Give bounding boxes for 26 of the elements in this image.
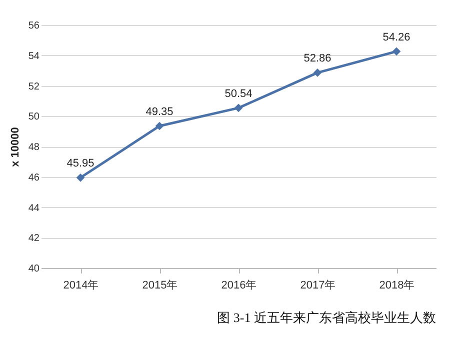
point [392, 47, 401, 56]
y-axis-title: x 10000 [9, 127, 22, 167]
x-tick-label: 2018年 [379, 280, 415, 292]
data-label: 52.86 [304, 52, 332, 65]
data-label: 45.95 [66, 158, 94, 170]
point [155, 122, 164, 130]
y-tick-label: 42 [28, 233, 40, 244]
x-tick-label: 2016年 [221, 280, 257, 292]
x-tick-label: 2017年 [300, 280, 336, 292]
y-tick-label: 44 [28, 202, 40, 214]
y-tick-label: 52 [28, 81, 40, 92]
data-label: 50.54 [224, 88, 252, 100]
y-tick-label: 48 [28, 142, 40, 153]
data-label: 54.26 [382, 31, 410, 44]
caption: 图 3-1 近五年来广东省高校毕业生人数 [217, 310, 436, 325]
y-tick-label: 40 [28, 264, 40, 274]
x-tick-label: 2014年 [63, 280, 99, 292]
x-tick-label: 2015年 [142, 280, 178, 292]
y-tick-label: 46 [28, 172, 40, 184]
y-tick-label: 54 [28, 50, 40, 62]
y-tick-label: 50 [28, 112, 40, 123]
point [234, 104, 243, 112]
point [313, 68, 322, 77]
point [76, 173, 85, 182]
data-label: 49.35 [146, 106, 174, 118]
y-tick-label: 56 [28, 20, 40, 32]
